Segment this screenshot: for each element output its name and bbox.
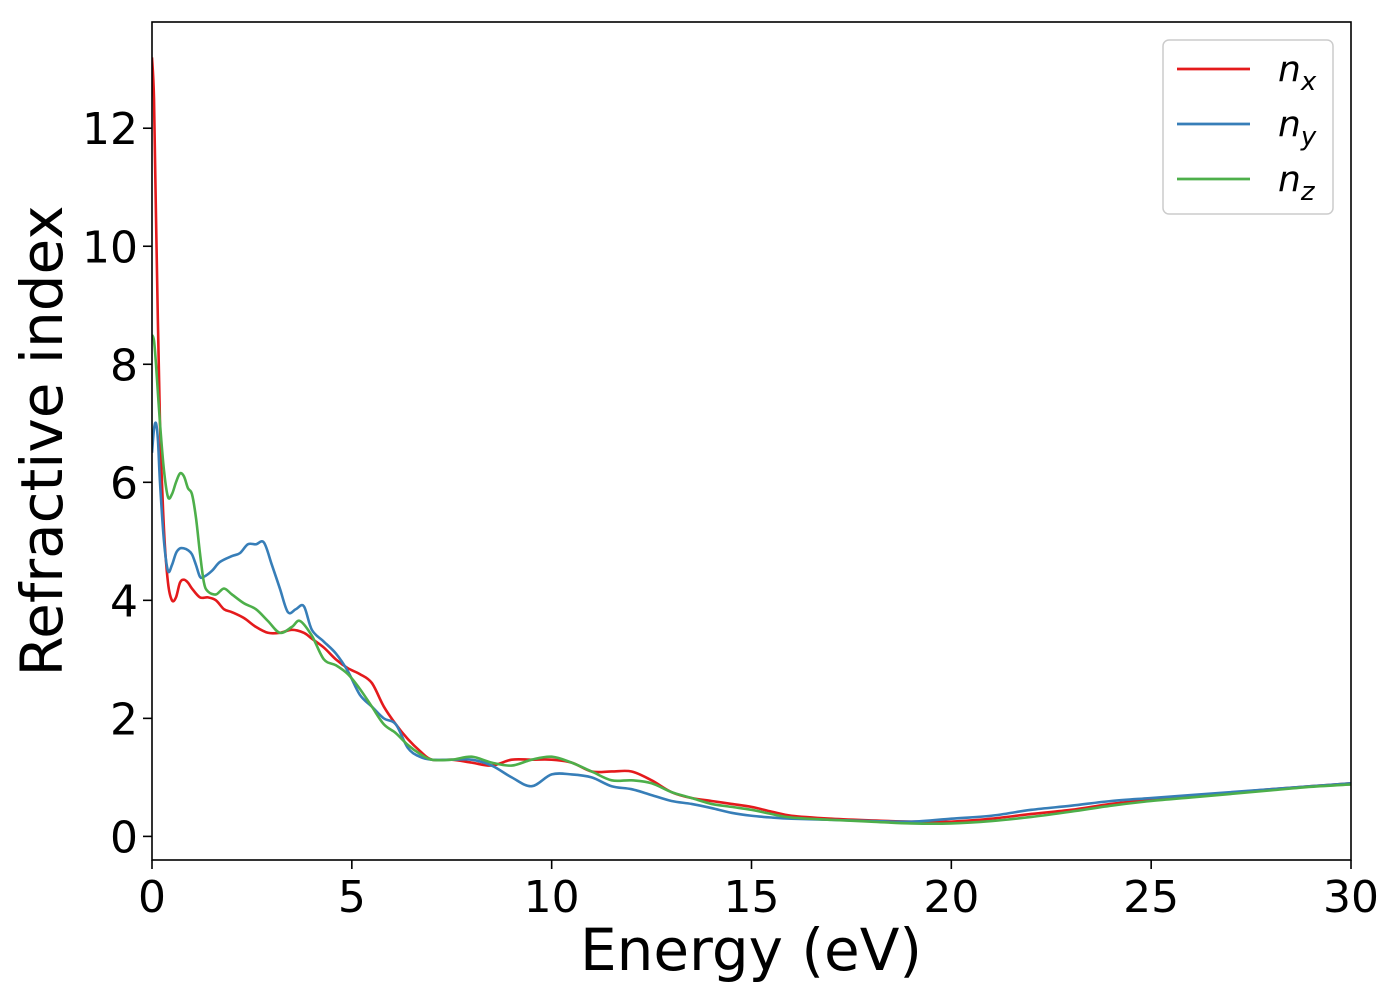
x-tick-label: 15 <box>724 872 780 923</box>
legend-label-nx: nx <box>1278 49 1317 97</box>
y-tick-label: 6 <box>110 458 138 509</box>
x-tick-label: 0 <box>138 872 166 923</box>
legend-label-subscript: y <box>1300 122 1317 152</box>
legend-label-ny: ny <box>1278 104 1317 152</box>
y-tick-label: 12 <box>82 104 138 155</box>
legend-label-base: n <box>1278 49 1301 90</box>
x-tick-label: 20 <box>923 872 979 923</box>
x-axis-label: Energy (eV) <box>580 916 922 984</box>
legend-label-base: n <box>1278 104 1301 145</box>
x-tick-label: 10 <box>524 872 580 923</box>
series-layer <box>152 57 1351 825</box>
y-tick-label: 10 <box>82 222 138 273</box>
x-axis: 0 5 10 15 20 25 30 <box>138 860 1379 923</box>
y-tick-label: 4 <box>110 576 138 627</box>
y-axis: 0 2 4 6 8 10 12 <box>82 104 152 863</box>
y-tick-label: 0 <box>110 812 138 863</box>
x-tick-label: 30 <box>1323 872 1379 923</box>
series-line-nz <box>152 334 1351 825</box>
y-tick-label: 2 <box>110 694 138 745</box>
legend-label-subscript: x <box>1300 67 1317 97</box>
legend-label-base: n <box>1278 159 1301 200</box>
x-tick-label: 25 <box>1123 872 1179 923</box>
legend-box <box>1162 39 1334 215</box>
legend-label-nz: nz <box>1278 159 1316 207</box>
y-axis-label: Refractive index <box>8 205 76 676</box>
y-tick-label: 8 <box>110 340 138 391</box>
x-tick-label: 5 <box>338 872 366 923</box>
legend-label-subscript: z <box>1300 177 1316 207</box>
